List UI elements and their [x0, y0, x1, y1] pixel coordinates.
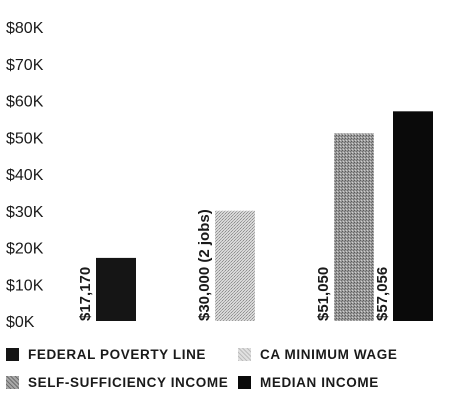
legend: FEDERAL POVERTY LINE CA MINIMUM WAGE SEL…	[6, 340, 461, 396]
legend-label: FEDERAL POVERTY LINE	[28, 346, 207, 362]
legend-swatch-median-income	[238, 375, 251, 389]
legend-item-federal-poverty-line: FEDERAL POVERTY LINE	[6, 347, 238, 362]
bar-labels: $17,170 $30,000 (2 jobs) $51,050 $57,056	[77, 209, 391, 321]
bar-median-income	[393, 111, 433, 321]
legend-label: MEDIAN INCOME	[260, 374, 379, 390]
legend-swatch-self-sufficiency-income	[6, 375, 19, 389]
legend-swatch-federal-poverty-line	[6, 347, 19, 361]
y-tick-label: $60K	[6, 94, 44, 111]
data-label-median-income: $57,056	[374, 267, 391, 321]
y-tick-label: $10K	[6, 277, 44, 294]
legend-row: FEDERAL POVERTY LINE CA MINIMUM WAGE	[6, 340, 461, 368]
y-tick-label: $30K	[6, 204, 44, 221]
bar-ca-minimum-wage	[215, 210, 255, 321]
data-label-federal-poverty-line: $17,170	[77, 267, 94, 321]
legend-item-median-income: MEDIAN INCOME	[238, 375, 379, 390]
legend-row: SELF-SUFFICIENCY INCOME MEDIAN INCOME	[6, 368, 461, 396]
y-tick-label: $50K	[6, 130, 44, 147]
y-tick-label: $80K	[6, 20, 44, 37]
y-tick-label: $40K	[6, 167, 44, 184]
legend-swatch-ca-minimum-wage	[238, 347, 251, 361]
legend-item-ca-minimum-wage: CA MINIMUM WAGE	[238, 347, 398, 362]
y-tick-label: $70K	[6, 57, 44, 74]
bar-federal-poverty-line	[96, 257, 136, 321]
y-tick-label: $0K	[6, 314, 35, 331]
data-label-self-sufficiency-income: $51,050	[315, 267, 332, 321]
legend-label: SELF-SUFFICIENCY INCOME	[28, 374, 229, 390]
data-label-ca-minimum-wage: $30,000 (2 jobs)	[196, 209, 213, 321]
bars	[96, 111, 433, 321]
y-axis: $0K $10K $20K $30K $40K $50K $60K $70K $80K	[6, 20, 44, 331]
legend-label: CA MINIMUM WAGE	[260, 346, 398, 362]
bar-self-sufficiency-income	[334, 133, 374, 321]
legend-item-self-sufficiency-income: SELF-SUFFICIENCY INCOME	[6, 375, 238, 390]
y-tick-label: $20K	[6, 241, 44, 258]
bar-chart: $0K $10K $20K $30K $40K $50K $60K $70K $80K $17,…	[6, 20, 433, 331]
